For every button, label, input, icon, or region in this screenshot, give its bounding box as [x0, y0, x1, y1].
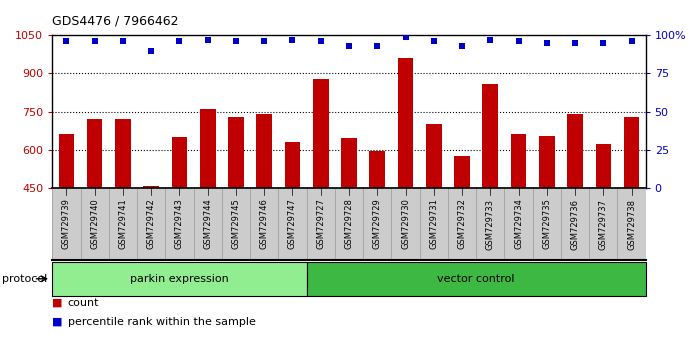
Bar — [200, 109, 216, 188]
Point — [61, 39, 72, 44]
Text: GSM729741: GSM729741 — [119, 199, 128, 249]
Point — [626, 39, 637, 44]
Bar — [52, 262, 306, 296]
Bar — [624, 116, 639, 188]
Text: GDS4476 / 7966462: GDS4476 / 7966462 — [52, 14, 179, 27]
Point — [570, 40, 581, 46]
Point — [343, 43, 355, 49]
Point — [287, 37, 298, 43]
Bar — [285, 142, 300, 188]
Text: GSM729738: GSM729738 — [627, 199, 636, 250]
Bar — [59, 134, 74, 188]
Text: GSM729734: GSM729734 — [514, 199, 523, 249]
Text: GSM729737: GSM729737 — [599, 199, 608, 250]
Text: ■: ■ — [52, 317, 63, 327]
Bar — [341, 138, 357, 188]
Bar — [398, 58, 413, 188]
Point — [541, 40, 552, 46]
Bar — [313, 79, 329, 188]
Point — [597, 40, 609, 46]
Point — [202, 37, 214, 43]
Text: protocol: protocol — [2, 274, 47, 284]
Text: GSM729733: GSM729733 — [486, 199, 495, 250]
Point — [484, 37, 496, 43]
Point — [259, 39, 270, 44]
Bar — [454, 156, 470, 188]
Text: parkin expression: parkin expression — [130, 274, 229, 284]
Text: GSM729727: GSM729727 — [316, 199, 325, 249]
Text: GSM729745: GSM729745 — [232, 199, 241, 249]
Bar — [511, 134, 526, 188]
Text: GSM729743: GSM729743 — [175, 199, 184, 249]
Point — [174, 39, 185, 44]
Bar — [144, 186, 159, 188]
Text: count: count — [68, 298, 99, 308]
Point — [89, 39, 101, 44]
Bar — [369, 151, 385, 188]
Bar — [595, 144, 611, 188]
Text: GSM729731: GSM729731 — [429, 199, 438, 249]
Bar — [256, 114, 272, 188]
Text: GSM729747: GSM729747 — [288, 199, 297, 249]
Text: GSM729730: GSM729730 — [401, 199, 410, 249]
Bar — [228, 116, 244, 188]
Bar — [115, 119, 131, 188]
Point — [117, 39, 128, 44]
Bar — [482, 84, 498, 188]
Bar — [426, 124, 442, 188]
Text: GSM729735: GSM729735 — [542, 199, 551, 249]
Point — [371, 43, 383, 49]
Bar — [87, 119, 103, 188]
Bar — [567, 114, 583, 188]
Point — [400, 34, 411, 40]
Text: GSM729740: GSM729740 — [90, 199, 99, 249]
Bar — [172, 137, 187, 188]
Text: GSM729742: GSM729742 — [147, 199, 156, 249]
Text: GSM729732: GSM729732 — [457, 199, 466, 249]
Point — [456, 43, 468, 49]
Bar — [539, 136, 554, 188]
Text: GSM729739: GSM729739 — [62, 199, 71, 249]
Point — [513, 39, 524, 44]
Point — [428, 39, 439, 44]
Point — [315, 39, 327, 44]
Text: vector control: vector control — [438, 274, 515, 284]
Text: percentile rank within the sample: percentile rank within the sample — [68, 317, 255, 327]
Text: GSM729736: GSM729736 — [570, 199, 579, 250]
Text: ■: ■ — [52, 298, 63, 308]
Text: GSM729746: GSM729746 — [260, 199, 269, 249]
Point — [230, 39, 242, 44]
Text: GSM729744: GSM729744 — [203, 199, 212, 249]
Point — [146, 48, 157, 53]
Bar — [306, 262, 646, 296]
Text: GSM729729: GSM729729 — [373, 199, 382, 249]
Text: GSM729728: GSM729728 — [345, 199, 353, 249]
